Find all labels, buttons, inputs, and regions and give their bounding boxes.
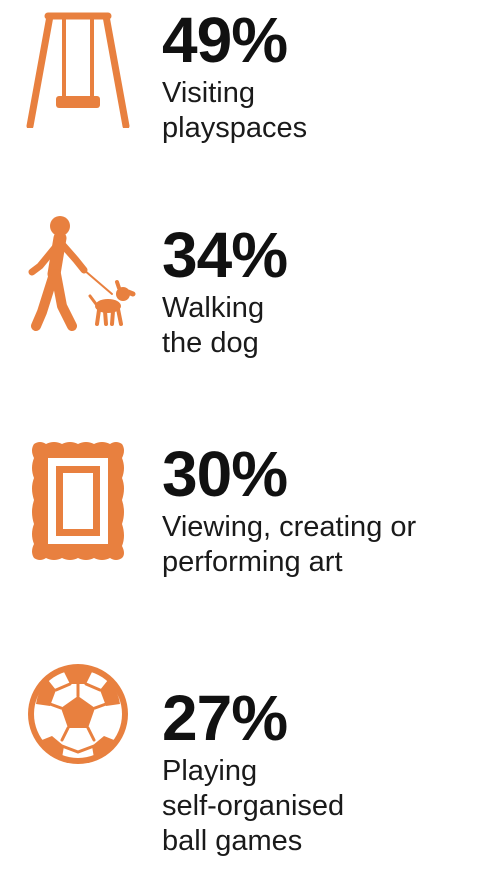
picture-frame-icon bbox=[28, 440, 148, 562]
soccer-ball-icon bbox=[24, 660, 144, 768]
percent-value: 27% bbox=[162, 682, 288, 754]
percent-value: 49% bbox=[162, 4, 288, 76]
label-line: playspaces bbox=[162, 112, 308, 144]
activity-label: Walking the dog bbox=[162, 291, 473, 361]
label-line: Visiting bbox=[162, 77, 255, 109]
label-line: self-organised bbox=[162, 790, 345, 822]
label-line: ball games bbox=[162, 825, 303, 857]
activity-label: Visiting playspaces bbox=[162, 76, 473, 146]
label-line: Viewing, creating or bbox=[162, 511, 417, 543]
label-line: performing art bbox=[162, 546, 343, 578]
dog-walker-icon bbox=[20, 214, 140, 332]
activity-label: Playing self-organised ball games bbox=[162, 754, 473, 859]
percent-value: 30% bbox=[162, 438, 288, 510]
label-line: the dog bbox=[162, 327, 259, 359]
activity-label: Viewing, creating or performing art bbox=[162, 510, 473, 580]
percent-value: 34% bbox=[162, 219, 288, 291]
swing-icon bbox=[20, 10, 140, 128]
label-line: Walking bbox=[162, 292, 265, 324]
label-line: Playing bbox=[162, 755, 258, 787]
